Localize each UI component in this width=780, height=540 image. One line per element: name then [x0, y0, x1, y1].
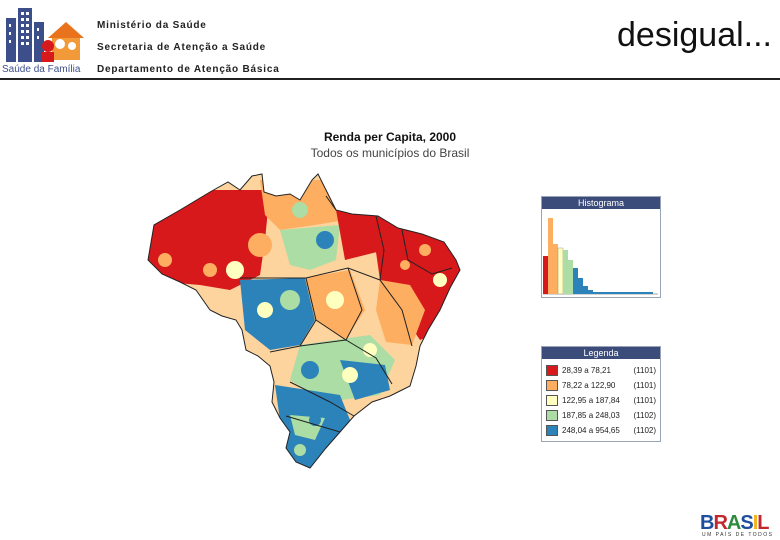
- legend-swatch: [546, 365, 558, 376]
- histogram-bar: [578, 278, 583, 294]
- legend-swatch: [546, 425, 558, 436]
- histogram-chart: [543, 218, 658, 295]
- brasil-letter: I: [752, 512, 758, 534]
- brasil-letter: B: [700, 512, 714, 534]
- legend-item: 187,85 a 248,03 (1102): [546, 409, 658, 423]
- legend-range: 248,04 a 954,65: [562, 426, 620, 435]
- histogram-bar: [573, 268, 578, 294]
- histogram-bar: [563, 250, 568, 294]
- histogram-bar: [557, 247, 564, 295]
- brasil-letter: L: [757, 512, 769, 534]
- legend-swatch: [546, 395, 558, 406]
- legend-range: 78,22 a 122,90: [562, 381, 616, 390]
- histogram-bar: [543, 256, 548, 294]
- legend-count: (1101): [633, 366, 656, 375]
- logo-caption: Saúde da Família: [2, 64, 81, 75]
- building-icon: [6, 8, 44, 62]
- saude-da-familia-logo: [6, 8, 84, 62]
- legend-range: 28,39 a 78,21: [562, 366, 611, 375]
- legend-count: (1101): [633, 396, 656, 405]
- map-subtitle: Todos os municípios do Brasil: [310, 146, 470, 160]
- header-divider: [0, 78, 780, 80]
- histogram-bar: [568, 260, 573, 294]
- legend-count: (1102): [633, 411, 656, 420]
- brasil-letters: BRASIL: [700, 512, 770, 535]
- legend-item: 28,39 a 78,21 (1101): [546, 364, 658, 378]
- legend-title: Legenda: [542, 347, 660, 359]
- histogram-bar: [548, 218, 553, 294]
- department-label: Departamento de Atenção Básica: [97, 64, 280, 75]
- legend-item: 78,22 a 122,90 (1101): [546, 379, 658, 393]
- slide-title: desigual...: [617, 16, 772, 54]
- family-house-icon: [42, 22, 84, 62]
- brasil-letter: S: [740, 512, 753, 534]
- brasil-tagline: UM PAÍS DE TODOS: [702, 532, 774, 538]
- legend-swatch: [546, 380, 558, 391]
- legend-swatch: [546, 410, 558, 421]
- secretariat-label: Secretaria de Atenção a Saúde: [97, 42, 267, 53]
- legend-range: 122,95 a 187,84: [562, 396, 620, 405]
- legend-count: (1101): [633, 381, 656, 390]
- legend-item: 248,04 a 954,65 (1102): [546, 424, 658, 438]
- brasil-letter: A: [726, 512, 741, 534]
- histogram-bar: [553, 244, 558, 294]
- brazil-income-map: [147, 173, 461, 469]
- legend-panel: Legenda 28,39 a 78,21 (1101) 78,22 a 122…: [541, 346, 661, 442]
- histogram-title: Histograma: [542, 197, 660, 209]
- histogram-bar: [583, 286, 588, 294]
- ministry-label: Ministério da Saúde: [97, 20, 207, 31]
- legend-count: (1102): [633, 426, 656, 435]
- brasil-letter: R: [713, 512, 727, 534]
- histogram-panel: Histograma: [541, 196, 661, 298]
- histogram-bar: [588, 290, 593, 294]
- brasil-logo: BRASIL UM PAÍS DE TODOS: [700, 512, 778, 538]
- legend-item: 122,95 a 187,84 (1101): [546, 394, 658, 408]
- map-title: Renda per Capita, 2000: [323, 130, 457, 144]
- legend-range: 187,85 a 248,03: [562, 411, 620, 420]
- histogram-bar: [593, 292, 653, 294]
